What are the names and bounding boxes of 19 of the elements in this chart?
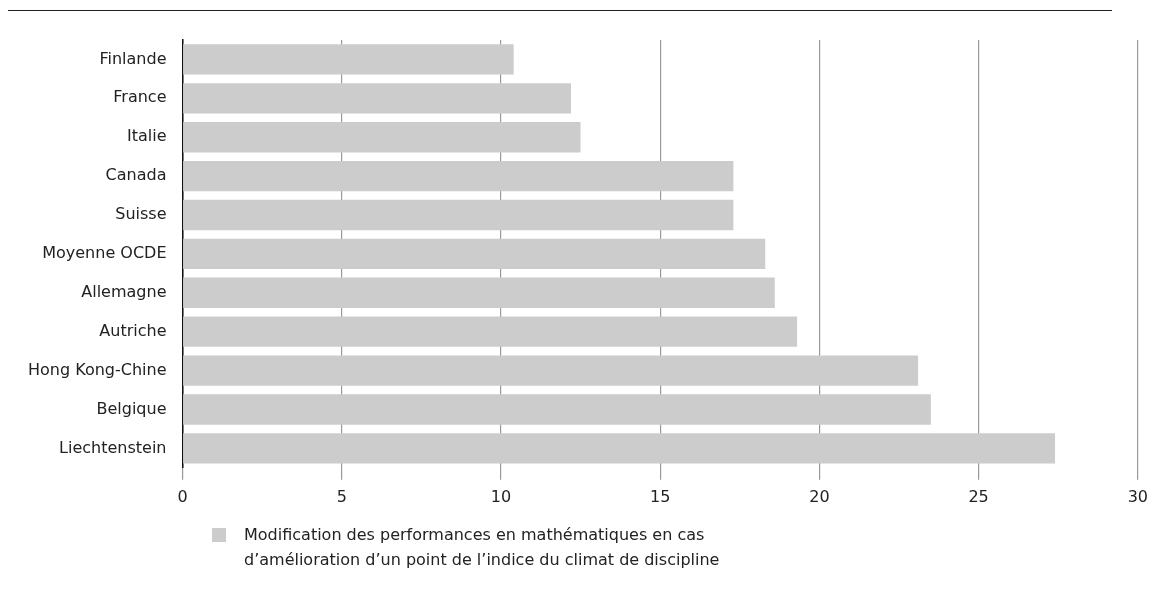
- y-tick-label: Canada: [105, 165, 167, 185]
- y-tick-label: Liechtenstein: [59, 437, 167, 457]
- y-tick-label: Suisse: [115, 204, 167, 224]
- x-tick-label: 10: [490, 486, 512, 506]
- y-tick-label: France: [113, 87, 167, 107]
- y-tick-label: Autriche: [99, 320, 167, 340]
- y-tick-label: Belgique: [96, 398, 167, 418]
- y-tick-label: Hong Kong-Chine: [28, 359, 167, 379]
- x-tick-label: 25: [968, 486, 989, 506]
- y-tick-label: Moyenne OCDE: [42, 243, 167, 263]
- legend-label: Modification des performances en mathématiques en cas d’amélioration d’un point de l’indice du climat de discipline: [244, 524, 721, 571]
- x-tick-label: 0: [177, 486, 188, 506]
- y-tick-label: Allemagne: [81, 281, 167, 301]
- y-tick-label: Italie: [126, 126, 167, 146]
- x-tick-label: 30: [1127, 486, 1148, 506]
- x-tick-label: 15: [649, 486, 671, 506]
- x-tick-label: 5: [336, 486, 347, 506]
- x-tick-label: 20: [809, 486, 830, 506]
- y-tick-label: Finlande: [99, 48, 167, 68]
